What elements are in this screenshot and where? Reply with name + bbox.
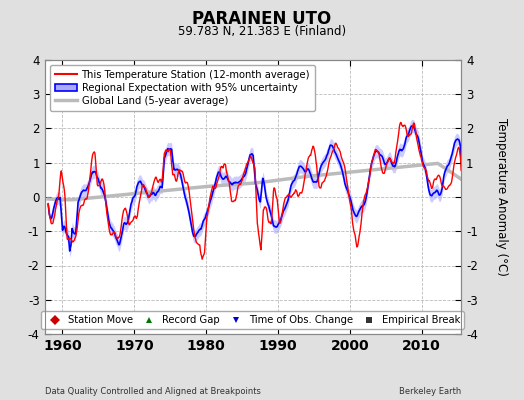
Text: PARAINEN UTO: PARAINEN UTO <box>192 10 332 28</box>
Text: Data Quality Controlled and Aligned at Breakpoints: Data Quality Controlled and Aligned at B… <box>45 387 260 396</box>
Legend: Station Move, Record Gap, Time of Obs. Change, Empirical Break: Station Move, Record Gap, Time of Obs. C… <box>41 311 464 329</box>
Y-axis label: Temperature Anomaly (°C): Temperature Anomaly (°C) <box>495 118 508 276</box>
Text: 59.783 N, 21.383 E (Finland): 59.783 N, 21.383 E (Finland) <box>178 25 346 38</box>
Text: Berkeley Earth: Berkeley Earth <box>399 387 461 396</box>
